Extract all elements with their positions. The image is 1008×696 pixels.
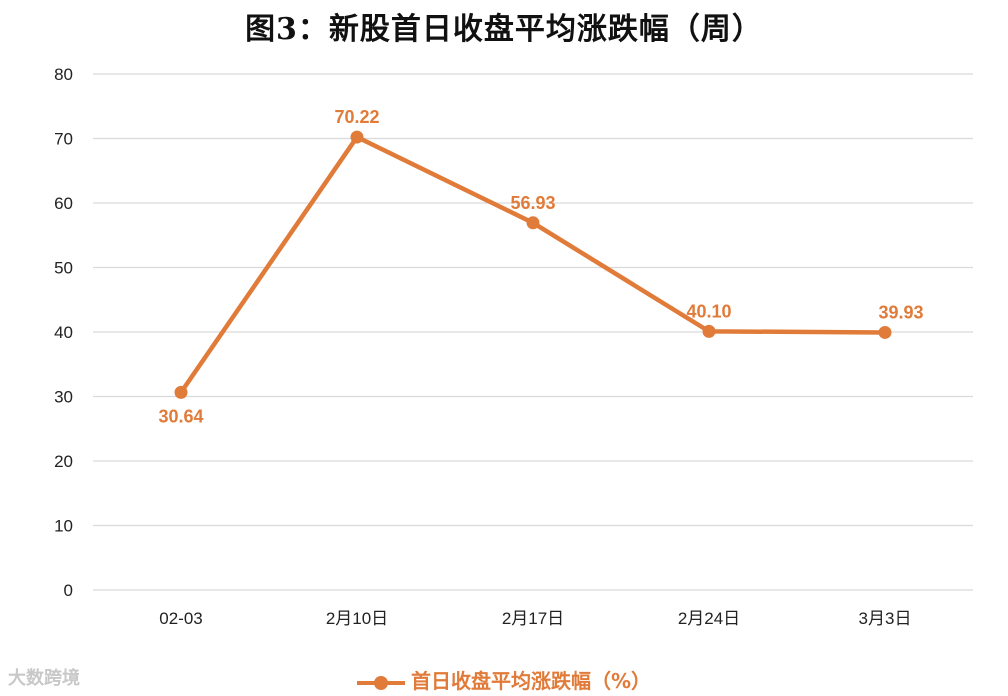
data-point	[526, 216, 540, 230]
chart-title: 图3：新股首日收盘平均涨跌幅（周）	[245, 12, 763, 47]
y-tick-label: 0	[64, 581, 73, 600]
x-tick-label: 2月17日	[502, 609, 564, 628]
legend-swatch	[356, 675, 405, 690]
x-tick-label: 3月3日	[859, 609, 912, 628]
data-point	[174, 385, 188, 399]
y-tick-label: 60	[54, 194, 73, 213]
y-axis-ticks: 0 10 20 30 40 50 60 70 80	[54, 65, 73, 600]
data-point	[350, 130, 364, 144]
gridlines	[93, 73, 973, 591]
series-line	[178, 134, 888, 395]
series-path	[178, 134, 888, 395]
y-tick-label: 40	[54, 323, 73, 342]
x-axis-ticks: 02-03 2月10日 2月17日 2月24日 3月3日	[159, 609, 911, 628]
x-tick-label: 2月24日	[678, 609, 740, 628]
x-tick-label: 02-03	[159, 609, 202, 628]
data-label: 39.93	[878, 302, 923, 322]
legend-label: 首日收盘平均涨跌幅（%）	[410, 669, 652, 693]
data-labels: 30.64 70.22 56.93 40.10 39.93	[158, 107, 923, 426]
y-tick-label: 30	[54, 388, 73, 407]
data-label: 40.10	[686, 301, 731, 321]
data-point	[702, 324, 716, 338]
y-tick-label: 70	[54, 130, 73, 149]
y-tick-label: 50	[54, 259, 73, 278]
x-tick-label: 2月10日	[326, 609, 388, 628]
legend: 首日收盘平均涨跌幅（%）	[0, 665, 1008, 694]
data-point	[878, 325, 892, 339]
data-label: 56.93	[510, 193, 555, 213]
data-label: 30.64	[158, 406, 203, 426]
data-points	[174, 130, 892, 399]
y-tick-label: 10	[54, 517, 73, 536]
data-label: 70.22	[334, 107, 379, 127]
y-tick-label: 80	[54, 65, 73, 84]
watermark: 大数跨境	[8, 668, 80, 689]
y-tick-label: 20	[54, 452, 73, 471]
